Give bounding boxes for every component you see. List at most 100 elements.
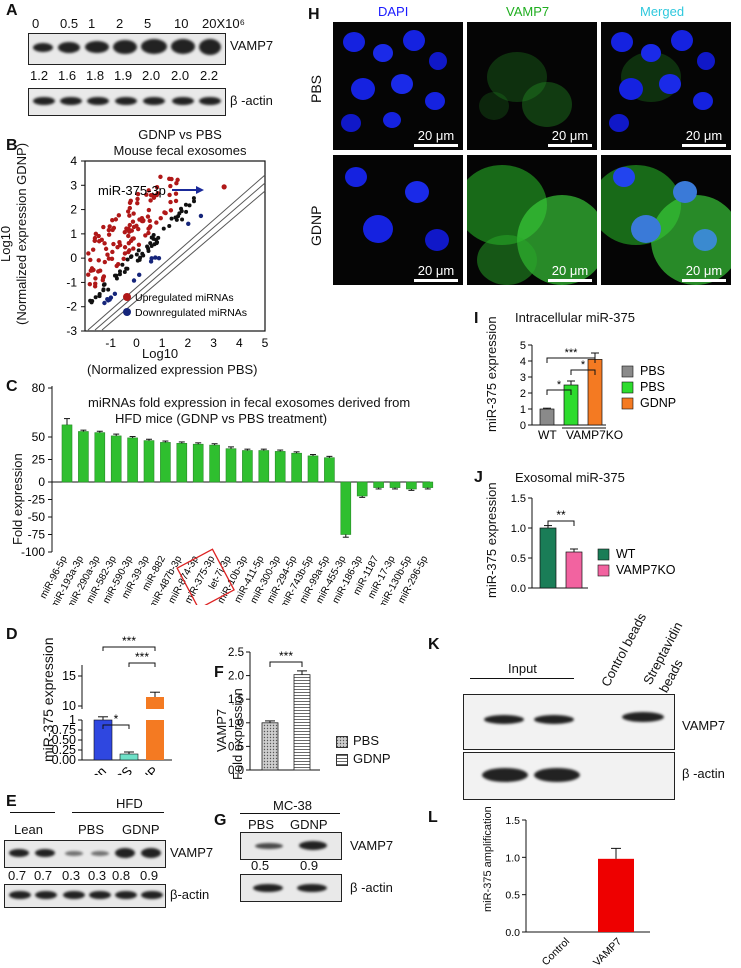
ratio-label: 0.7 xyxy=(34,868,53,883)
point-up xyxy=(106,227,112,233)
bar-miR-582-3p xyxy=(110,435,122,483)
point-neutral xyxy=(176,214,181,219)
point-down xyxy=(149,256,154,261)
bar-PBS xyxy=(119,753,139,761)
point-up xyxy=(158,215,163,221)
row-label-pbs: PBS xyxy=(308,74,324,103)
point-up xyxy=(131,246,136,251)
point-down xyxy=(107,297,112,302)
point-down xyxy=(131,278,137,283)
x-tick-label: 3 xyxy=(210,336,217,350)
sig-label: *** xyxy=(122,634,136,648)
y-tick-label: 0.25 xyxy=(52,743,76,757)
point-up xyxy=(106,232,112,237)
loading-label: β-actin xyxy=(170,887,210,902)
panel-label-j: J xyxy=(474,469,483,486)
ratio-label: 1.9 xyxy=(114,68,133,83)
point-neutral xyxy=(183,202,188,207)
dose-label: 5 xyxy=(144,16,152,31)
sig-bracket xyxy=(102,724,130,729)
point-up xyxy=(168,183,173,189)
chart-d-ylabel: miR-375 expression xyxy=(40,637,56,763)
hfd-line xyxy=(72,812,164,813)
protein-label: VAMP7 xyxy=(230,38,274,53)
bar-miR-39-3p xyxy=(143,440,155,483)
y-tick-label: 3 xyxy=(520,372,526,384)
point-up xyxy=(146,207,152,213)
group-pbs: PBS xyxy=(78,822,105,837)
group-label-wt: WT xyxy=(538,428,557,442)
bar-miR-300-3p xyxy=(274,451,286,483)
point-neutral xyxy=(125,257,130,262)
scale-bar: 20 μm xyxy=(545,263,595,282)
legend-down-marker xyxy=(123,308,131,316)
channel-vamp7: VAMP7 xyxy=(506,4,550,19)
legend-swatch-pbs xyxy=(336,735,348,748)
y-tick-label: 2 xyxy=(70,203,77,217)
image-gdnp-vamp7: 20 μm xyxy=(467,155,597,285)
y-tick-label: 2.5 xyxy=(228,647,244,659)
point-neutral xyxy=(161,226,166,231)
point-up xyxy=(107,224,112,229)
bar-miR-882 xyxy=(160,442,171,483)
point-up xyxy=(102,241,107,246)
bar-miR-17-3p xyxy=(389,481,401,488)
x-tick-label: Lean xyxy=(78,764,109,775)
point-up xyxy=(86,272,91,277)
y-tick-label: 0 xyxy=(520,420,526,432)
point-up xyxy=(121,256,126,261)
y-tick-label: 0.75 xyxy=(52,723,76,737)
point-up xyxy=(148,198,153,203)
scatter-chart-b: 4 3 2 1 0 -1 -2 -3 -1 0 1 2 3 4 5 miR-375-3p Upregula… xyxy=(66,155,268,350)
legend-swatch xyxy=(597,548,610,561)
point-up xyxy=(146,230,151,236)
chart-j-ylabel: miR-375 expression xyxy=(484,482,499,598)
chart-i-ylabel: miR-375 expression xyxy=(484,316,499,432)
point-neutral xyxy=(120,262,125,267)
bar-chart-j: 0.0 0.5 1.0 1.5 ** WT VAMP7KO xyxy=(511,493,676,595)
y-tick-label: 0.0 xyxy=(228,765,244,777)
point-up xyxy=(88,257,93,263)
sig-label: * xyxy=(557,379,562,391)
point-up xyxy=(87,281,93,287)
chart-b-subtitle: Mouse fecal exosomes xyxy=(113,143,247,158)
point-up xyxy=(113,217,119,222)
point-neutral xyxy=(169,216,174,221)
point-down xyxy=(156,255,162,261)
point-up xyxy=(173,198,179,204)
point-up xyxy=(174,180,179,186)
panel-label-k: K xyxy=(428,636,440,653)
panel-label-h: H xyxy=(308,6,320,23)
panel-label-i: I xyxy=(474,310,479,327)
y-tick-label: 25 xyxy=(32,453,46,467)
lean-line xyxy=(10,812,55,813)
input-line xyxy=(470,678,574,679)
ratio-label: 2.0 xyxy=(142,68,161,83)
point-up xyxy=(125,209,131,214)
y-tick-label: 15 xyxy=(62,669,76,683)
panel-label-d: D xyxy=(6,626,18,643)
point-down xyxy=(137,272,142,278)
point-up xyxy=(135,196,140,202)
point-neutral xyxy=(156,235,161,240)
dose-label: 1 xyxy=(88,16,96,31)
point-up xyxy=(92,238,97,243)
group-gdnp: GDNP xyxy=(122,822,160,837)
panel-label-f: F xyxy=(214,664,224,681)
point-up xyxy=(103,246,109,252)
legend-swatch xyxy=(597,564,610,577)
annotation-label: miR-375-3p xyxy=(98,183,166,198)
actin-blot xyxy=(240,874,342,902)
legend-label: VAMP7KO xyxy=(616,563,676,577)
ratio-label: 0.7 xyxy=(8,868,27,883)
point-neutral xyxy=(136,248,141,253)
point-up xyxy=(154,184,160,190)
bar-chart-f: 0.0 0.5 1.0 1.5 2.0 2.5 *** xyxy=(228,647,320,777)
y-tick-label: 1 xyxy=(520,404,526,416)
ratio-label: 1.6 xyxy=(58,68,77,83)
image-gdnp-dapi: 20 μm xyxy=(333,155,463,285)
ratio-label: 2.2 xyxy=(200,68,219,83)
point-down xyxy=(112,291,118,297)
bar-miR-290a-3p xyxy=(94,432,106,483)
point-up xyxy=(105,252,110,257)
